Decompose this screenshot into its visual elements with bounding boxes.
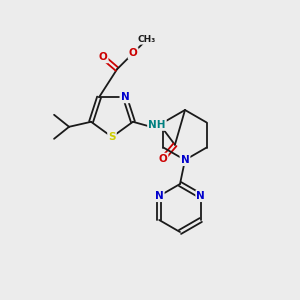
Text: CH₃: CH₃ [138, 35, 156, 44]
Text: O: O [158, 154, 167, 164]
Text: NH: NH [148, 120, 166, 130]
Text: O: O [99, 52, 107, 62]
Text: S: S [108, 132, 116, 142]
Text: O: O [129, 48, 137, 58]
Text: N: N [196, 191, 205, 201]
Text: N: N [181, 155, 189, 165]
Text: N: N [155, 191, 164, 201]
Text: N: N [121, 92, 129, 102]
